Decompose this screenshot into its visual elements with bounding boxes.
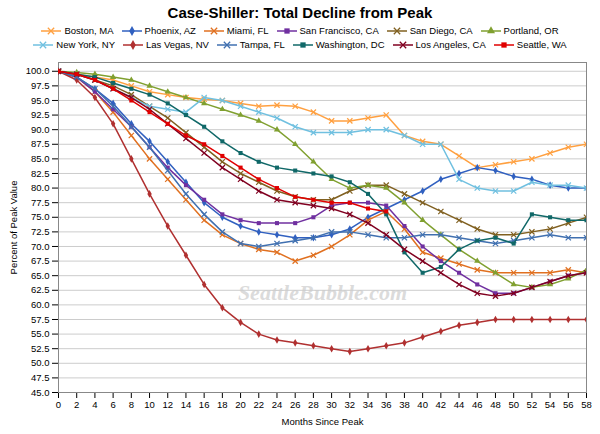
svg-text:48: 48: [490, 399, 501, 410]
svg-text:82.5: 82.5: [31, 168, 50, 179]
svg-text:34: 34: [363, 399, 374, 410]
svg-text:46: 46: [472, 399, 483, 410]
svg-text:72.5: 72.5: [31, 226, 50, 237]
svg-text:52: 52: [527, 399, 538, 410]
html-text:Phoenix, AZ: Phoenix, AZ: [144, 25, 196, 36]
svg-text:10: 10: [144, 399, 155, 410]
svg-text:67.5: 67.5: [31, 255, 50, 266]
html-text:Washington, DC: Washington, DC: [315, 39, 385, 50]
html-text:Boston, MA: Boston, MA: [64, 25, 114, 36]
html-text:San Diego, CA: San Diego, CA: [409, 25, 473, 36]
svg-text:77.5: 77.5: [31, 197, 50, 208]
svg-text:75.0: 75.0: [31, 211, 50, 222]
svg-text:85.0: 85.0: [31, 153, 50, 164]
svg-text:Percent of Peak Value: Percent of Peak Value: [8, 181, 19, 275]
svg-text:42: 42: [436, 399, 447, 410]
svg-text:50: 50: [508, 399, 519, 410]
svg-text:18: 18: [217, 399, 228, 410]
html-text:Seattle, WA: Seattle, WA: [516, 39, 567, 50]
svg-text:55.0: 55.0: [31, 328, 50, 339]
svg-text:70.0: 70.0: [31, 241, 50, 252]
svg-text:60.0: 60.0: [31, 299, 50, 310]
html-text:Miami, FL: Miami, FL: [226, 25, 269, 36]
html-text:Tampa, FL: Tampa, FL: [239, 39, 285, 50]
svg-text:28: 28: [308, 399, 319, 410]
svg-text:44: 44: [454, 399, 465, 410]
svg-text:65.0: 65.0: [31, 270, 50, 281]
svg-text:SeattleBubble.com: SeattleBubble.com: [238, 280, 407, 305]
svg-text:0: 0: [56, 399, 61, 410]
svg-text:47.5: 47.5: [31, 372, 50, 383]
svg-text:2: 2: [74, 399, 79, 410]
html-text:Case-Shiller: Total Decline fr: Case-Shiller: Total Decline from Peak: [167, 4, 433, 21]
svg-text:22: 22: [253, 399, 264, 410]
svg-text:95.0: 95.0: [31, 95, 50, 106]
svg-text:14: 14: [181, 399, 192, 410]
svg-text:52.5: 52.5: [31, 343, 50, 354]
svg-text:6: 6: [110, 399, 115, 410]
svg-text:100.0: 100.0: [26, 65, 50, 76]
svg-text:50.0: 50.0: [31, 357, 50, 368]
svg-text:87.5: 87.5: [31, 138, 50, 149]
svg-text:12: 12: [162, 399, 173, 410]
svg-text:54: 54: [545, 399, 556, 410]
html-text:San Francisco, CA: San Francisco, CA: [299, 25, 379, 36]
svg-text:97.5: 97.5: [31, 80, 50, 91]
svg-text:32: 32: [345, 399, 356, 410]
svg-text:90.0: 90.0: [31, 124, 50, 135]
svg-text:24: 24: [272, 399, 283, 410]
html-text:Portland, OR: Portland, OR: [503, 25, 559, 36]
html-text:New York, NY: New York, NY: [56, 39, 115, 50]
svg-text:30: 30: [326, 399, 337, 410]
svg-text:Months Since Peak: Months Since Peak: [282, 416, 364, 427]
html-text:Las Vegas, NV: Las Vegas, NV: [146, 39, 209, 50]
svg-text:40: 40: [417, 399, 428, 410]
svg-text:58: 58: [581, 399, 592, 410]
svg-text:57.5: 57.5: [31, 314, 50, 325]
svg-text:92.5: 92.5: [31, 109, 50, 120]
svg-text:26: 26: [290, 399, 301, 410]
svg-text:8: 8: [129, 399, 134, 410]
svg-text:56: 56: [563, 399, 574, 410]
svg-text:80.0: 80.0: [31, 182, 50, 193]
svg-text:4: 4: [92, 399, 97, 410]
svg-text:62.5: 62.5: [31, 284, 50, 295]
html-text:Los Angeles, CA: Los Angeles, CA: [415, 39, 486, 50]
svg-text:16: 16: [199, 399, 210, 410]
svg-text:20: 20: [235, 399, 246, 410]
svg-text:36: 36: [381, 399, 392, 410]
svg-text:38: 38: [399, 399, 410, 410]
svg-text:45.0: 45.0: [31, 387, 50, 398]
